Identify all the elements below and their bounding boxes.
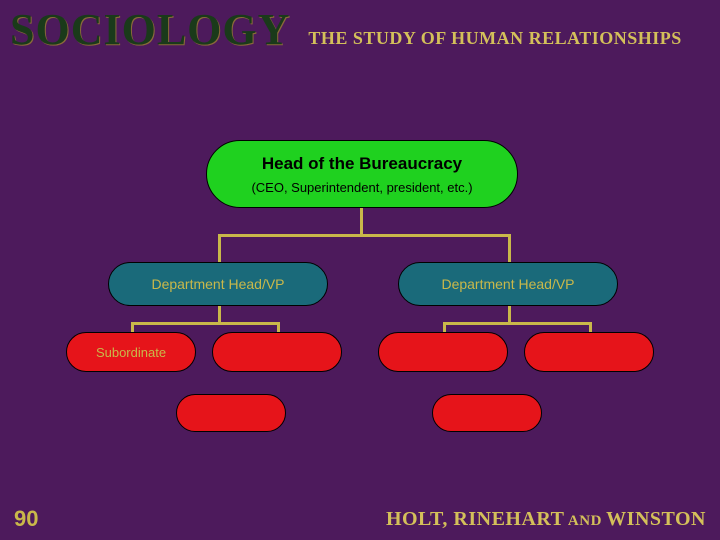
connector bbox=[360, 208, 363, 234]
connector bbox=[218, 234, 221, 264]
node-sub2 bbox=[212, 332, 342, 372]
node-label: Department Head/VP bbox=[151, 276, 284, 292]
node-sub1: Subordinate bbox=[66, 332, 196, 372]
node-dept1: Department Head/VP bbox=[108, 262, 328, 306]
node-sub5 bbox=[176, 394, 286, 432]
connector bbox=[218, 234, 510, 237]
header: SOCIOLOGY THE STUDY OF HUMAN RELATIONSHI… bbox=[0, 0, 720, 55]
org-chart: Head of the Bureaucracy (CEO, Superintend… bbox=[0, 90, 720, 470]
node-label: Subordinate bbox=[96, 345, 166, 360]
node-label: Department Head/VP bbox=[441, 276, 574, 292]
publisher-and: AND bbox=[565, 513, 607, 529]
page-number: 90 bbox=[14, 506, 38, 532]
publisher-pre: HOLT, RINEHART bbox=[386, 508, 565, 530]
connector bbox=[443, 322, 591, 325]
node-head: Head of the Bureaucracy (CEO, Superintend… bbox=[206, 140, 518, 208]
footer: 90 HOLT, RINEHART AND WINSTON bbox=[0, 506, 720, 532]
node-sub6 bbox=[432, 394, 542, 432]
node-sublabel: (CEO, Superintendent, president, etc.) bbox=[251, 180, 472, 195]
node-sub4 bbox=[524, 332, 654, 372]
publisher-post: WINSTON bbox=[606, 508, 706, 530]
connector bbox=[508, 234, 511, 264]
book-subtitle: THE STUDY OF HUMAN RELATIONSHIPS bbox=[308, 28, 681, 49]
node-label: Head of the Bureaucracy bbox=[262, 154, 462, 174]
node-dept2: Department Head/VP bbox=[398, 262, 618, 306]
publisher: HOLT, RINEHART AND WINSTON bbox=[386, 508, 706, 531]
connector bbox=[131, 322, 279, 325]
book-title: SOCIOLOGY bbox=[10, 4, 290, 55]
node-sub3 bbox=[378, 332, 508, 372]
